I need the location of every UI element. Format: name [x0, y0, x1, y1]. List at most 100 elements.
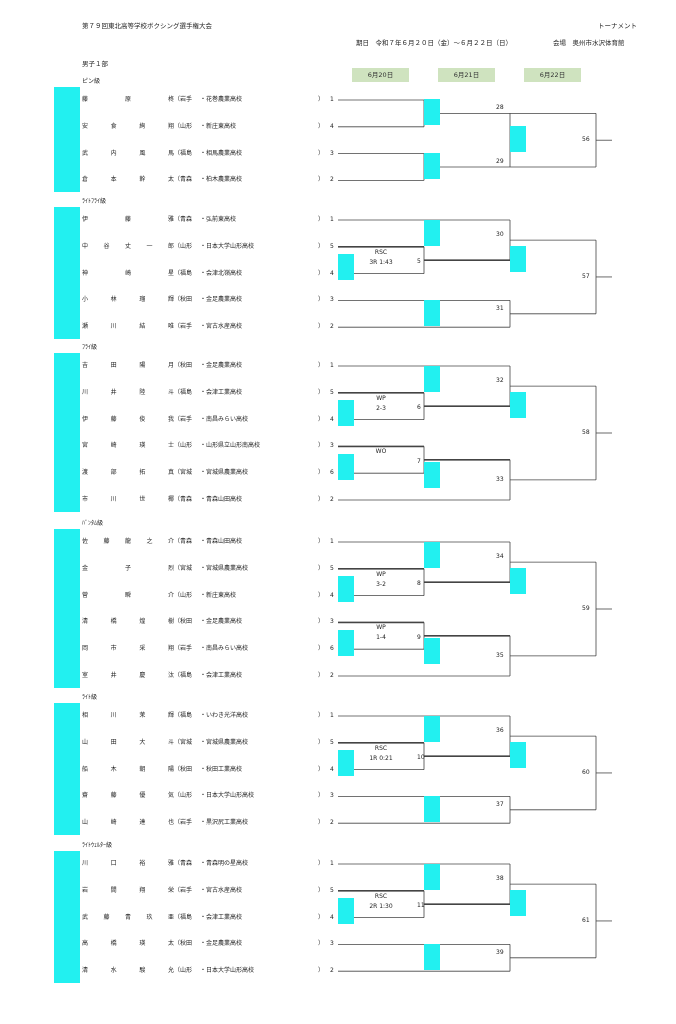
- name-char: 士: [167, 442, 174, 450]
- left-cyan-strip: [54, 207, 80, 340]
- draw-slot-number: 6: [330, 645, 334, 653]
- name-char: 市: [110, 645, 117, 653]
- paren-close: ）: [318, 469, 325, 477]
- name-char: 原: [124, 96, 131, 103]
- name-char: 高: [82, 940, 89, 948]
- boxer-school: 金足農業高校: [206, 296, 243, 304]
- boxer-name: 宮崎瑛士: [82, 442, 174, 450]
- name-char: 椰: [167, 496, 174, 503]
- name-char: 幹: [139, 176, 146, 184]
- boxer-school: 金足農業高校: [206, 940, 243, 948]
- boxer-prefecture: 青森: [180, 860, 193, 867]
- boxer-name: 倉本幹太: [82, 176, 174, 184]
- name-char: 俊: [139, 415, 146, 423]
- final-bout-number: 61: [582, 916, 590, 924]
- name-char: 安: [82, 122, 89, 130]
- boxer-school: 宮城県農業高校: [206, 564, 249, 572]
- name-char: 丈: [124, 242, 131, 250]
- boxer-name: 伊藤雅: [82, 216, 174, 224]
- boxer-name: 山田大斗: [82, 739, 174, 747]
- draw-slot-number: 3: [330, 940, 334, 948]
- boxer-name: 渡部拓真: [82, 469, 174, 477]
- draw-slot-number: 5: [330, 738, 334, 746]
- boxer-school: 黒沢尻工業高校: [206, 819, 249, 827]
- draw-slot-number: 4: [330, 591, 334, 599]
- name-char: 食: [110, 122, 117, 130]
- weight-class-label: ピン級: [82, 78, 101, 85]
- boxer-name: 船木朝陽: [82, 766, 174, 774]
- paren-open: （: [174, 913, 181, 921]
- name-char: 亜: [167, 913, 174, 921]
- name-char: 陽: [139, 362, 146, 369]
- draw-slot-number: 4: [330, 269, 334, 277]
- bout-number: 30: [496, 231, 504, 239]
- boxer-prefecture: 岩手: [180, 323, 193, 331]
- bout-number: 37: [496, 800, 504, 808]
- name-char: 川: [82, 388, 89, 396]
- paren-open: （: [174, 860, 181, 867]
- paren-open: （: [174, 216, 181, 223]
- boxer-school: 青森明の星高校: [206, 860, 249, 867]
- paren-close: ）: [318, 122, 325, 130]
- name-char: 渡: [82, 469, 89, 477]
- name-char: 瀬: [82, 323, 89, 331]
- prelim-result-detail: 3R 1:43: [369, 258, 393, 266]
- boxer-name: 清水駿允: [82, 967, 174, 975]
- prelim-result-type: WP: [376, 570, 386, 578]
- boxer-name: 武藤青玖亜: [82, 914, 174, 922]
- prelim-marker: [338, 629, 354, 656]
- name-char: 柊: [167, 96, 174, 103]
- name-char: 藤: [110, 415, 117, 423]
- name-char: 船: [82, 765, 89, 773]
- paren-close: ）: [318, 388, 325, 396]
- name-char: 藤: [124, 216, 131, 223]
- paren-close: ）: [318, 967, 325, 975]
- name-char: 郎: [167, 242, 174, 250]
- draw-slot-number: 2: [330, 819, 334, 827]
- boxer-row: 清 橋 煌 樹（秋田・金足農業高校: [82, 618, 336, 626]
- bout-number: 10: [417, 754, 425, 762]
- paren-open: （: [174, 618, 181, 626]
- name-char: 神: [82, 269, 89, 277]
- day2-marker: [424, 366, 440, 392]
- prelim-marker: [338, 898, 354, 925]
- semifinal-marker: [424, 299, 440, 326]
- boxer-name: 藤原柊: [82, 96, 174, 104]
- draw-slot-number: 6: [330, 469, 334, 477]
- separator: ・: [200, 442, 207, 450]
- weight-class-label: ﾌﾗｲ級: [82, 344, 98, 351]
- name-char: 水: [110, 967, 117, 975]
- separator: ・: [200, 792, 207, 800]
- boxer-prefecture: 福島: [180, 149, 193, 157]
- paren-close: ）: [318, 96, 325, 103]
- paren-open: （: [174, 122, 181, 130]
- bout-number: 28: [496, 104, 504, 112]
- draw-slot-number: 1: [330, 216, 334, 223]
- paren-close: ）: [318, 362, 325, 369]
- boxer-name: 市川世椰: [82, 496, 174, 504]
- paren-open: （: [174, 242, 181, 250]
- day2-marker: [424, 716, 440, 742]
- day-2-header: 6月21日: [438, 68, 495, 82]
- draw-slot-number: 2: [330, 967, 334, 975]
- boxer-prefecture: 山形: [180, 792, 193, 800]
- separator: ・: [200, 591, 207, 599]
- bout-number: 36: [496, 727, 504, 735]
- boxer-name: 相川茉輝: [82, 712, 174, 720]
- draw-slot-number: 4: [330, 913, 334, 921]
- bout-number: 33: [496, 475, 504, 483]
- boxer-name: 佐藤龍之介: [82, 538, 174, 546]
- name-char: 岡: [82, 645, 89, 653]
- boxer-row: 宮 崎 瑛 士（山形・山形県立山形南高校: [82, 442, 336, 450]
- paren-close: ）: [318, 149, 325, 157]
- paren-close: ）: [318, 323, 325, 331]
- name-char: 優: [139, 792, 146, 800]
- name-char: 藤: [103, 913, 110, 921]
- boxer-row: 神 崎 星（福島・会津北嶺高校: [82, 270, 336, 278]
- boxer-school: 日本大学山形高校: [206, 242, 255, 250]
- left-cyan-strip: [54, 851, 80, 984]
- name-char: 駿: [139, 967, 146, 975]
- name-char: 瑛: [139, 442, 146, 450]
- name-char: 川: [110, 496, 117, 503]
- boxer-school: 相馬農業高校: [206, 149, 243, 157]
